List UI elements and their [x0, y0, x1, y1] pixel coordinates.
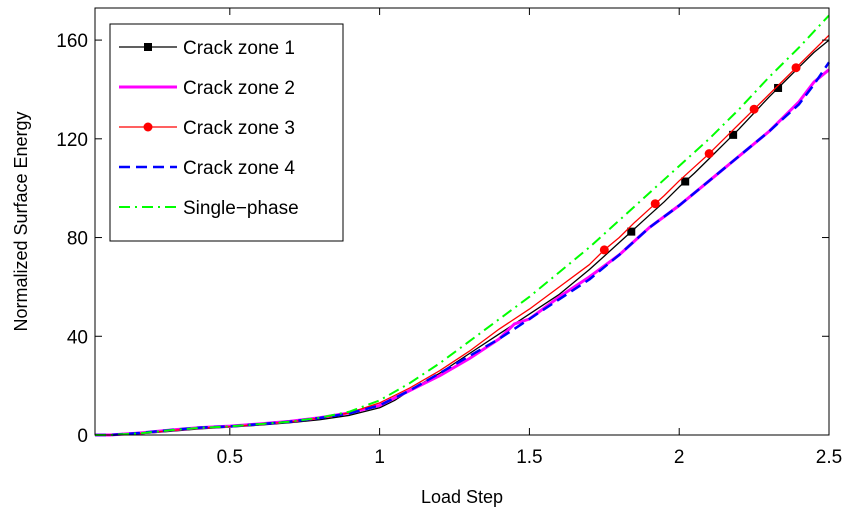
series-marker-3 [650, 199, 660, 209]
legend: Crack zone 1 Crack zone 2 Crack zone 3 Crac… [109, 23, 344, 242]
x-axis-label: Load Step [421, 487, 503, 507]
x-tick-label: 2.5 [816, 447, 842, 468]
legend-marker-3 [143, 122, 153, 132]
series-marker-3 [791, 63, 801, 73]
legend-label-4: Crack zone 4 [183, 158, 295, 179]
x-tick-label: 1.5 [516, 447, 542, 468]
series-line-5 [95, 14, 830, 436]
series-marker-1 [681, 177, 690, 186]
axes: 0.5 1 1.5 2 2.5 0 40 80 120 160 [56, 8, 842, 468]
x-tick-label: 0.5 [217, 447, 243, 468]
y-tick-label: 120 [56, 130, 88, 151]
legend-label-5: Single−phase [183, 198, 299, 219]
series-marker-3 [599, 245, 609, 255]
series-marker-1 [627, 227, 636, 236]
legend-label-3: Crack zone 3 [183, 118, 295, 139]
legend-label-1: Crack zone 1 [183, 38, 295, 59]
series-marker-3 [749, 104, 759, 114]
x-tick-label: 2 [674, 447, 685, 468]
series-marker-1 [774, 83, 783, 92]
legend-label-2: Crack zone 2 [183, 78, 295, 99]
y-tick-label: 40 [67, 327, 88, 348]
legend-box [109, 23, 344, 242]
y-tick-label: 80 [67, 229, 88, 250]
y-tick-label: 0 [77, 426, 88, 447]
series-marker-3 [704, 149, 714, 159]
plot-marks [95, 14, 831, 437]
legend-marker-1 [144, 43, 152, 51]
plot-frame [94, 7, 830, 436]
y-tick-label: 160 [56, 31, 88, 52]
x-tick-label: 1 [374, 447, 385, 468]
y-axis-label: Normalized Surface Energy [11, 111, 31, 331]
series-line-3 [95, 34, 830, 436]
series-marker-1 [729, 130, 738, 139]
